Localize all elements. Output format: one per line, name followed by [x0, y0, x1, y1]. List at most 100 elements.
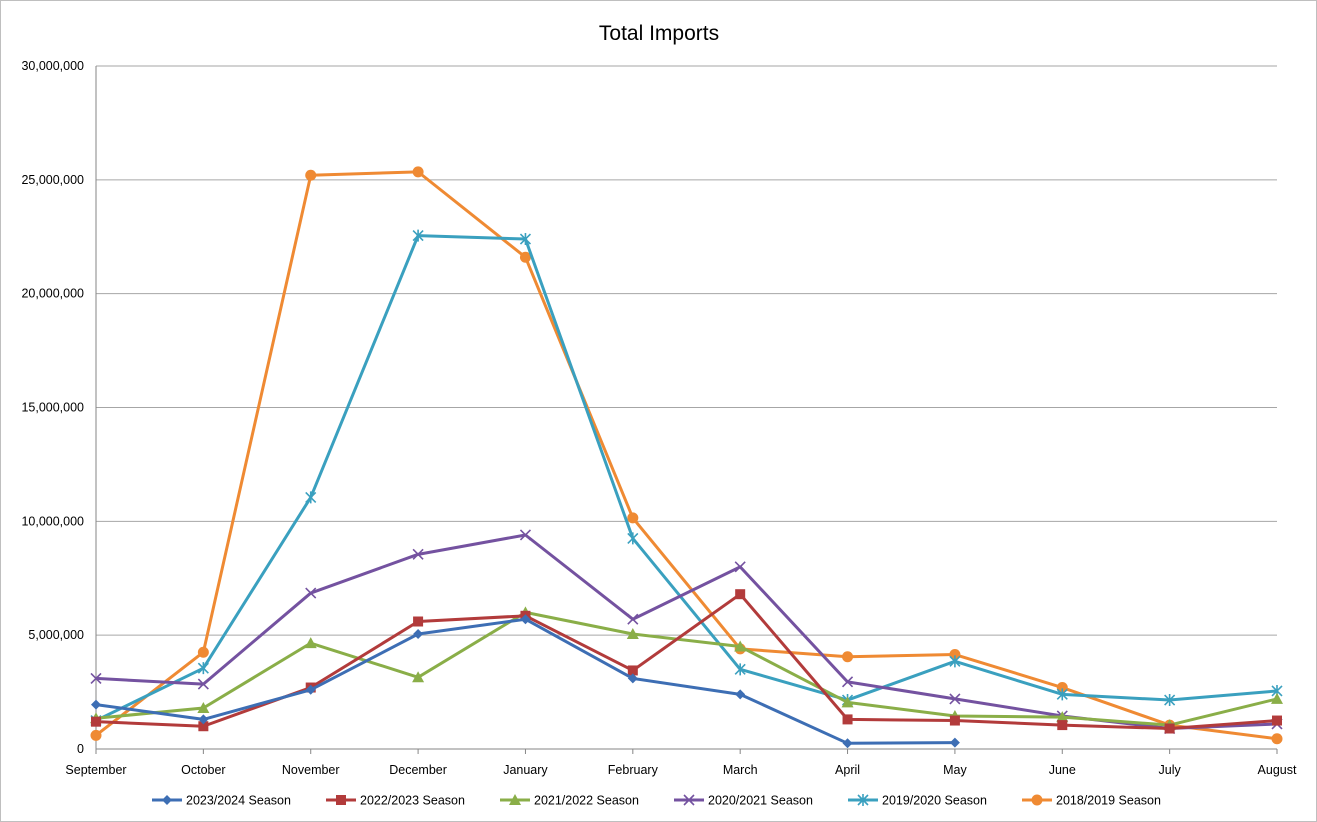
data-point	[734, 663, 746, 676]
x-tick-label: June	[1049, 763, 1076, 777]
series-line	[95, 592, 1278, 731]
series-layer	[90, 166, 1283, 749]
series-2018-2019-season	[90, 166, 1283, 745]
legend-label: 2018/2019 Season	[1056, 794, 1161, 808]
data-point	[412, 671, 425, 683]
data-point	[627, 532, 639, 545]
data-point	[626, 628, 639, 640]
data-point	[304, 637, 317, 649]
x-tick-label: October	[181, 763, 225, 777]
data-point	[627, 665, 638, 676]
y-tick-label: 15,000,000	[21, 401, 84, 415]
data-point	[90, 729, 102, 741]
data-point	[197, 702, 210, 714]
legend-marker	[1031, 794, 1043, 806]
data-point	[519, 251, 531, 263]
legend-label: 2020/2021 Season	[708, 794, 813, 808]
data-point	[198, 721, 209, 732]
data-point	[1271, 692, 1283, 704]
data-point	[842, 714, 853, 725]
legend-item: 2021/2022 Season	[500, 794, 639, 808]
series-line	[95, 170, 1278, 741]
series-2023-2024-season	[91, 614, 960, 749]
legend-marker	[162, 795, 172, 805]
legend-item: 2020/2021 Season	[674, 794, 813, 808]
data-point	[197, 662, 209, 675]
legend-label: 2023/2024 Season	[186, 794, 291, 808]
data-point	[412, 548, 424, 560]
series-line	[95, 610, 1278, 727]
legend-item: 2018/2019 Season	[1022, 794, 1161, 808]
x-tick-label: December	[389, 763, 447, 777]
data-point	[949, 715, 960, 726]
data-point	[1056, 688, 1068, 701]
data-point	[91, 716, 101, 727]
legend: 2023/2024 Season 2022/2023 Season 2021/202…	[152, 794, 1161, 808]
data-point	[305, 587, 317, 599]
data-point	[305, 169, 317, 181]
x-tick-label: February	[608, 763, 659, 777]
data-point	[1271, 733, 1283, 745]
x-tick-label: November	[282, 763, 340, 777]
data-point	[627, 673, 638, 684]
x-tick-label: January	[503, 763, 548, 777]
data-point	[949, 693, 961, 705]
data-point	[1164, 694, 1176, 707]
data-point	[519, 529, 532, 541]
y-tick-label: 10,000,000	[21, 514, 84, 528]
x-tick-label: September	[65, 763, 126, 777]
data-point	[841, 676, 854, 688]
y-tick-label: 5,000,000	[28, 628, 84, 642]
y-tick-label: 0	[77, 742, 84, 756]
data-point	[91, 699, 101, 710]
legend-label: 2019/2020 Season	[882, 794, 987, 808]
data-point	[413, 616, 424, 627]
data-point	[949, 649, 961, 661]
data-point	[1272, 715, 1282, 726]
data-point	[1056, 711, 1069, 723]
series-2019-2020-season	[90, 229, 1283, 727]
data-point	[1056, 682, 1068, 694]
y-axis: 0 5,000,000 10,000,000 15,000,000 20,000,000…	[21, 59, 1277, 756]
data-point	[520, 614, 531, 625]
data-point	[734, 640, 747, 652]
data-point	[735, 589, 746, 600]
data-point	[949, 737, 960, 748]
series-line	[95, 617, 955, 745]
x-tick-label: May	[943, 763, 967, 777]
legend-marker	[509, 794, 521, 805]
legend-marker	[683, 794, 695, 806]
gridlines	[96, 65, 1277, 636]
x-tick-label: April	[835, 763, 860, 777]
x-tick-label: July	[1159, 763, 1182, 777]
data-point	[1164, 723, 1175, 734]
data-point	[842, 738, 853, 749]
legend-item: 2019/2020 Season	[848, 794, 987, 808]
data-point	[305, 491, 317, 504]
legend-item: 2022/2023 Season	[326, 794, 465, 808]
data-point	[734, 561, 746, 573]
legend-marker	[336, 795, 346, 805]
y-tick-label: 25,000,000	[21, 173, 84, 187]
data-point	[949, 655, 961, 668]
y-tick-label: 20,000,000	[21, 287, 84, 301]
x-tick-label: August	[1258, 763, 1297, 777]
data-point	[627, 613, 639, 625]
data-point	[412, 166, 424, 178]
data-point	[841, 696, 854, 708]
series-2021-2022-season	[90, 606, 1283, 731]
chart-title: Total Imports	[599, 22, 719, 45]
x-tick-label: March	[723, 763, 758, 777]
data-point	[413, 629, 424, 640]
data-point	[627, 512, 639, 524]
data-point	[198, 714, 209, 725]
data-point	[197, 646, 209, 658]
series-2022-2023-season	[91, 589, 1282, 734]
data-point	[305, 684, 316, 695]
data-point	[412, 229, 424, 242]
legend-label: 2022/2023 Season	[360, 794, 465, 808]
data-point	[519, 233, 532, 246]
data-point	[735, 689, 746, 700]
